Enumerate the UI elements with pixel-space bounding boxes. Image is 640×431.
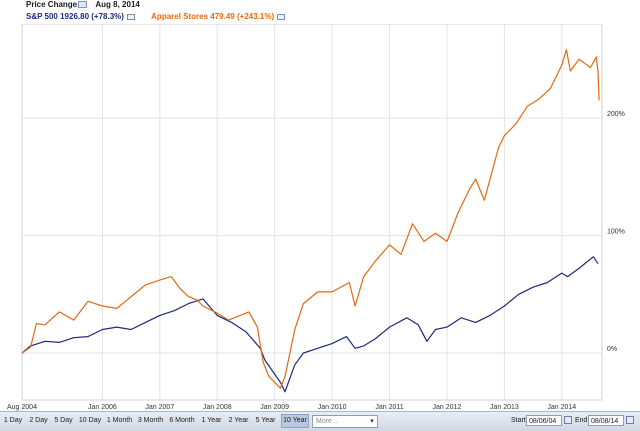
legend-sp500: S&P 500 1926.80 (+78.3%) xyxy=(26,12,124,21)
range-button[interactable]: 3 Month xyxy=(137,417,164,424)
mail-icon[interactable] xyxy=(126,13,135,20)
range-button[interactable]: 1 Day xyxy=(3,417,23,424)
more-select[interactable]: More... ▾ xyxy=(312,415,378,428)
calendar-icon[interactable] xyxy=(626,416,634,424)
header-title-row: Price Change Aug 8, 2014 xyxy=(26,0,140,9)
start-label: Start xyxy=(511,417,526,424)
chart-header: Price Change Aug 8, 2014 S&P 500 1926.80… xyxy=(0,0,640,24)
x-tick-label: Jan 2008 xyxy=(203,404,232,411)
range-button[interactable]: 6 Month xyxy=(169,417,195,424)
y-tick-label: 0% xyxy=(607,346,617,353)
legend-apparel: Apparel Stores 479.49 (+243.1%) xyxy=(151,12,275,21)
x-tick-label: Jan 2013 xyxy=(490,404,519,411)
range-button[interactable]: 2 Day xyxy=(29,417,48,424)
x-tick-label: Jan 2009 xyxy=(260,404,289,411)
range-button[interactable]: 5 Year xyxy=(255,417,276,424)
x-tick-label: Jan 2007 xyxy=(145,404,174,411)
more-select-value: More... xyxy=(316,418,338,425)
y-tick-label: 200% xyxy=(607,111,625,118)
x-tick-label: Jan 2012 xyxy=(433,404,462,411)
x-tick-label: Jan 2014 xyxy=(547,404,576,411)
range-button[interactable]: 1 Year xyxy=(201,417,222,424)
price-chart: Aug 2004 Jan 2006 Jan 2007 Jan 2008 Jan 2009… xyxy=(7,24,625,411)
range-button[interactable]: 10 Day xyxy=(78,417,102,424)
header-date: Aug 8, 2014 xyxy=(95,0,140,9)
start-date-input[interactable]: 08/06/04 xyxy=(526,415,562,426)
range-button[interactable]: 5 Day xyxy=(54,417,73,424)
x-tick-label: Aug 2004 xyxy=(7,404,37,411)
series-line-apparel-stores xyxy=(21,49,600,389)
range-button[interactable]: 2 Year xyxy=(228,417,249,424)
series-line-s-p-500 xyxy=(21,256,599,393)
range-toolbar: 1 Day 2 Day 5 Day 10 Day 1 Month 3 Month 6 Mon… xyxy=(0,411,640,431)
header-title: Price Change xyxy=(26,0,78,9)
x-tick-label: Jan 2010 xyxy=(318,404,347,411)
legend-row: S&P 500 1926.80 (+78.3%) Apparel Stores … xyxy=(26,12,286,21)
x-tick-label: Jan 2006 xyxy=(88,404,117,411)
range-button[interactable]: 1 Month xyxy=(106,417,133,424)
calendar-icon[interactable] xyxy=(564,416,572,424)
end-label: End xyxy=(575,417,588,424)
flag-icon[interactable] xyxy=(78,1,88,9)
range-button[interactable]: 10 Year xyxy=(281,414,309,428)
y-tick-label: 100% xyxy=(607,229,625,236)
end-date-input[interactable]: 08/08/14 xyxy=(588,415,624,426)
mail-icon[interactable] xyxy=(277,13,286,20)
plot-area xyxy=(21,24,603,401)
x-tick-label: Jan 2011 xyxy=(375,404,403,411)
chevron-down-icon: ▾ xyxy=(370,418,374,425)
